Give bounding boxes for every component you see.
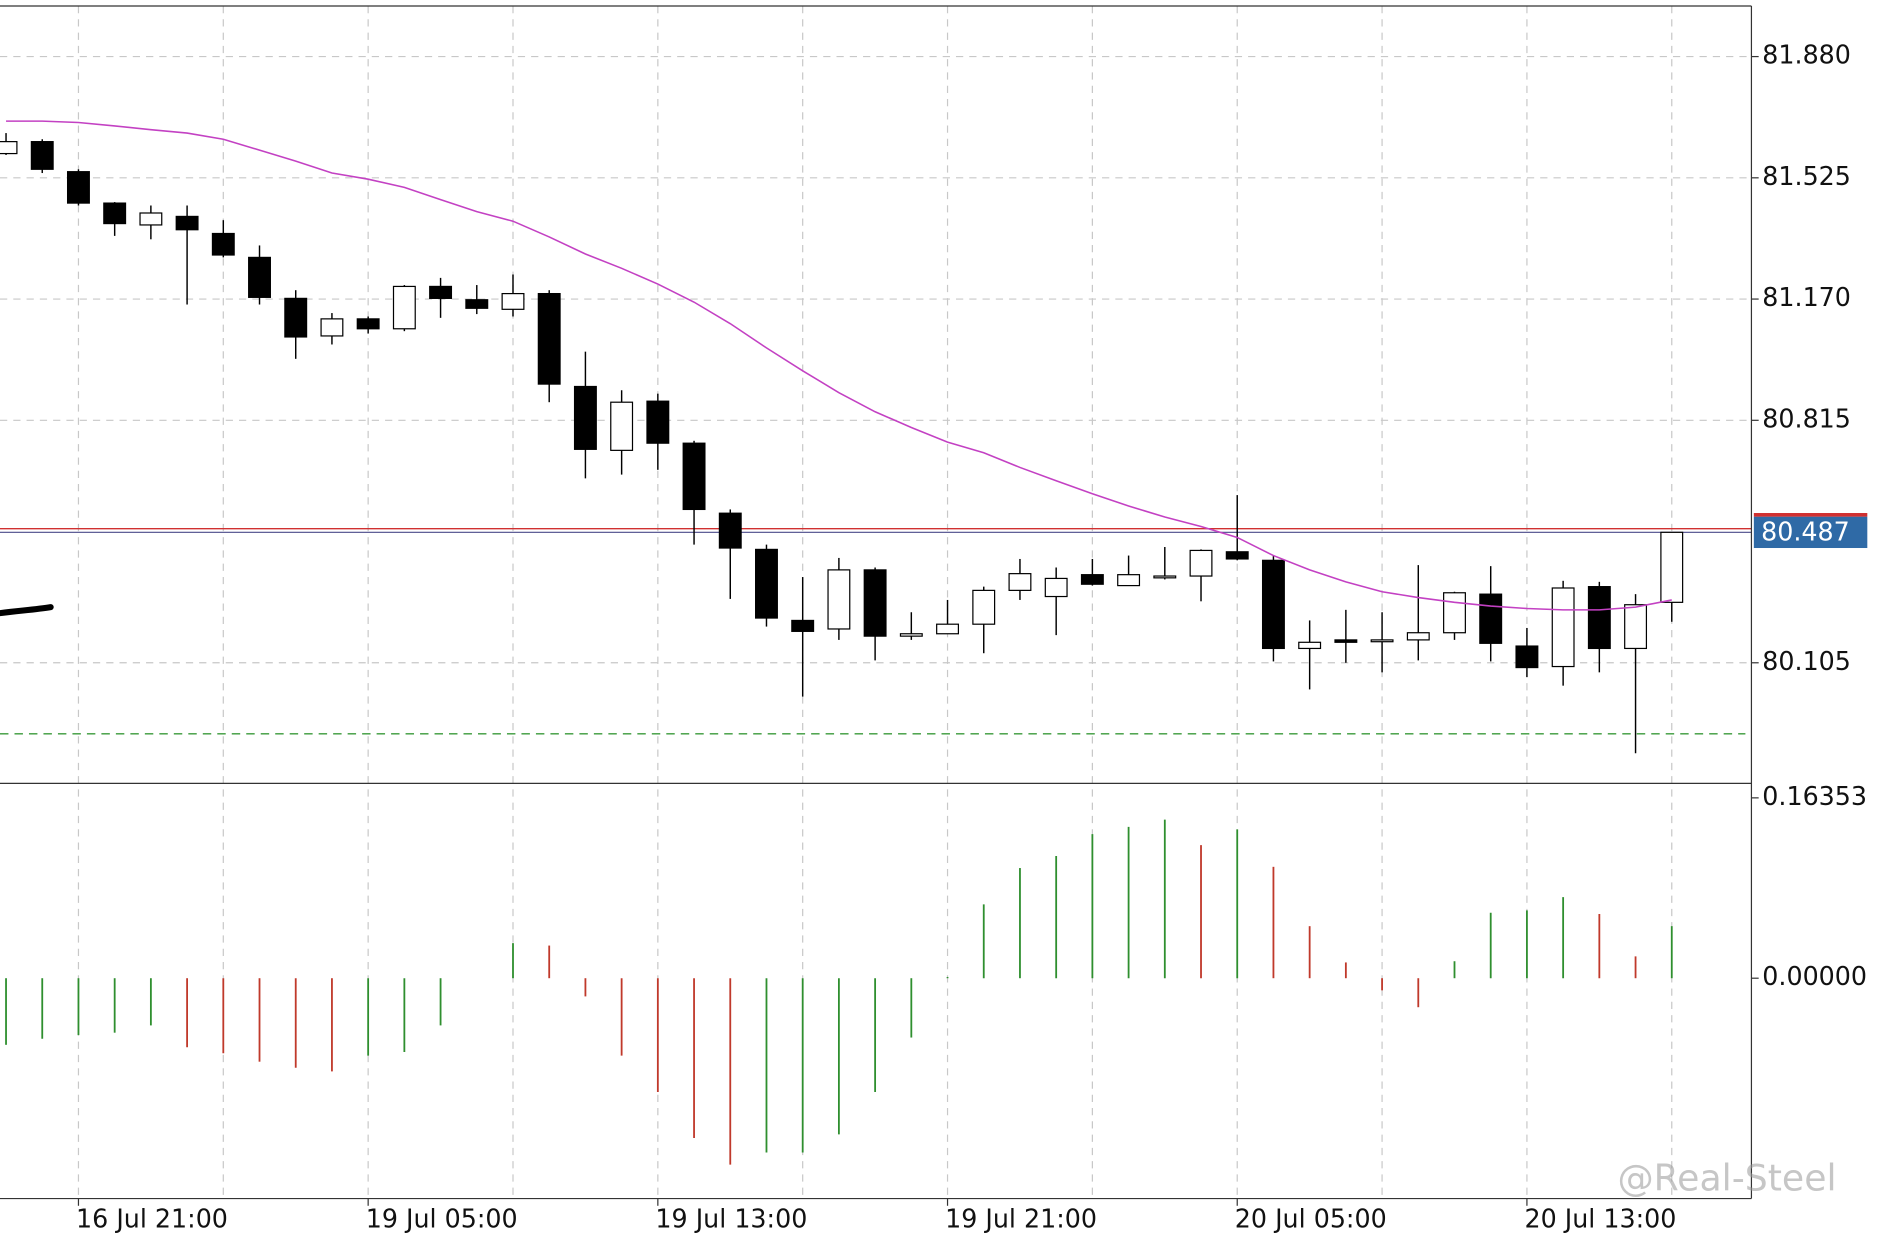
candle-body (284, 297, 308, 338)
candle-body (573, 385, 597, 450)
price-label-top (1753, 513, 1868, 517)
y-tick-label: 80.815 (1762, 403, 1851, 433)
candle-body (972, 589, 996, 625)
candle-body (646, 400, 670, 444)
moving-average (6, 120, 1672, 611)
candle-body (682, 442, 706, 511)
candle-body (1044, 577, 1068, 598)
y-tick-label: 0.16353 (1762, 781, 1867, 811)
candle-body (1298, 641, 1322, 650)
candle-body (899, 633, 923, 637)
candle-body (0, 141, 18, 155)
candle-body (139, 212, 163, 226)
candle-body (392, 285, 416, 330)
candle-body (610, 401, 634, 451)
candle-body (429, 285, 453, 299)
candle-body (1334, 639, 1358, 643)
scribble (0, 604, 54, 617)
candle-body (1370, 639, 1394, 643)
x-tick-label: 16 Jul 21:00 (76, 1203, 228, 1233)
candle-body (718, 512, 742, 549)
x-tick-label: 20 Jul 05:00 (1235, 1203, 1387, 1233)
candle-body (248, 256, 271, 298)
candle-body (501, 292, 525, 310)
candle-body (1189, 549, 1213, 577)
x-tick-label: 20 Jul 13:00 (1525, 1203, 1677, 1233)
label-layer: 81.880 81.525 81.170 80.815 80.105 16 Jul 21:… (76, 40, 1868, 1233)
x-tick-label: 19 Jul 21:00 (945, 1203, 1097, 1233)
candle-body (320, 318, 344, 337)
candle-body (863, 569, 887, 637)
price-label-bg (1753, 516, 1868, 549)
candle-body (1660, 531, 1684, 603)
y-tick-label: 81.170 (1762, 282, 1851, 312)
candle-body (1261, 559, 1285, 650)
watermark: @Real-Steel (1617, 1156, 1836, 1199)
candle-body (30, 141, 54, 170)
price-label: 80.487 (1761, 517, 1850, 547)
candle-body (1225, 551, 1249, 560)
candle-body (1443, 592, 1466, 634)
candle-body (465, 299, 489, 309)
candle-body (755, 548, 778, 619)
candle-body (1551, 587, 1575, 668)
candle-body (1080, 574, 1104, 585)
candle-body (356, 318, 380, 330)
x-tick-label: 19 Jul 13:00 (655, 1203, 807, 1233)
candle-body (1117, 574, 1141, 587)
y-tick-label: 0.00000 (1762, 961, 1867, 991)
x-tick-label: 19 Jul 05:00 (366, 1203, 518, 1233)
y-tick-label: 80.105 (1762, 646, 1851, 676)
candle-body (103, 202, 127, 225)
candle-body (175, 215, 199, 231)
candle-body (537, 292, 561, 385)
candle-body (1624, 604, 1648, 650)
plot-layer (0, 120, 1752, 1165)
candle-body (791, 619, 815, 632)
candle-body (827, 569, 851, 630)
candle-body (1479, 593, 1503, 644)
candle-body (1587, 586, 1611, 650)
candle-body (1406, 632, 1430, 641)
candle-body (66, 171, 90, 204)
y-tick-label: 81.880 (1762, 40, 1851, 70)
candle-body (1153, 575, 1177, 579)
candle-body (1515, 645, 1539, 669)
candle-body (1008, 573, 1032, 591)
candle-body (936, 623, 960, 635)
y-tick-label: 81.525 (1762, 161, 1851, 191)
candle-body (211, 232, 235, 256)
